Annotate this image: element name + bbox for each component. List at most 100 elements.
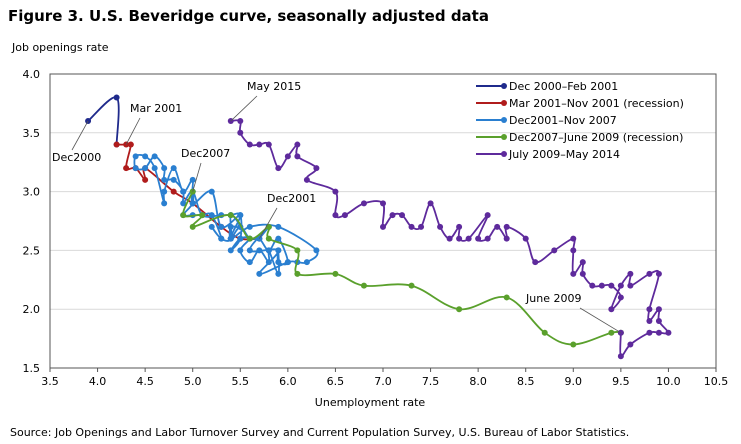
data-point — [161, 176, 168, 183]
data-point — [418, 223, 425, 230]
annotation-leader — [71, 120, 89, 151]
data-point — [579, 259, 586, 266]
data-point — [161, 165, 168, 172]
data-point — [284, 259, 291, 266]
x-tick-label: 4.0 — [89, 375, 107, 388]
annotation-leader — [125, 117, 141, 145]
data-point — [646, 270, 653, 277]
annotation-leader — [258, 207, 278, 239]
data-point — [256, 141, 263, 148]
x-tick-label: 10.5 — [704, 375, 729, 388]
axes: 1.5 2.0 2.5 3.0 3.5 4.0 3.5 4.0 4.5 5.0 5.5 6.0 6.5 7… — [23, 68, 729, 388]
series-group — [85, 94, 672, 360]
data-point — [237, 118, 244, 125]
data-point — [579, 270, 586, 277]
data-point — [127, 141, 134, 148]
x-axis-label: Unemployment rate — [315, 396, 426, 409]
data-point — [380, 200, 386, 207]
data-point — [123, 165, 130, 172]
data-point — [303, 259, 310, 266]
data-point — [246, 235, 253, 242]
data-point — [465, 235, 472, 242]
data-point — [256, 270, 263, 277]
data-point — [275, 259, 282, 266]
data-point — [456, 235, 463, 242]
annotation-label: Dec2001 — [267, 192, 316, 205]
data-point — [294, 247, 301, 254]
legend-label: Mar 2001–Nov 2001 (recession) — [509, 97, 684, 110]
data-point — [617, 353, 624, 360]
data-point — [227, 212, 234, 219]
legend-entry: Dec 2000–Feb 2001 — [476, 80, 618, 93]
x-tick-label: 7.0 — [374, 375, 392, 388]
data-point — [237, 247, 244, 254]
x-tick-label: 6.0 — [279, 375, 297, 388]
data-point — [646, 306, 653, 313]
data-point — [189, 223, 196, 230]
y-tick-label: 3.0 — [23, 186, 41, 199]
legend-entry: Dec2001–Nov 2007 — [476, 114, 617, 127]
data-point — [246, 141, 253, 148]
data-point — [503, 223, 510, 230]
data-point — [646, 317, 653, 324]
data-point — [399, 212, 406, 219]
legend-label: Dec2001–Nov 2007 — [509, 114, 617, 127]
legend-marker — [501, 100, 507, 106]
data-point — [570, 235, 577, 242]
data-point — [617, 294, 624, 301]
data-point — [665, 329, 672, 336]
data-point — [608, 282, 615, 289]
data-point — [199, 212, 206, 219]
chart-title: Figure 3. U.S. Beveridge curve, seasonal… — [8, 7, 489, 25]
annotation-label: May 2015 — [247, 80, 301, 93]
data-point — [189, 176, 196, 183]
data-point — [275, 247, 282, 254]
data-point — [265, 247, 272, 254]
annotation-label: Mar 2001 — [130, 102, 182, 115]
data-point — [655, 306, 662, 313]
data-point — [237, 129, 244, 136]
data-point — [627, 282, 634, 289]
data-point — [180, 212, 187, 219]
data-point — [189, 200, 196, 207]
data-point — [655, 329, 662, 336]
x-tick-label: 5.5 — [232, 375, 250, 388]
data-point — [646, 329, 653, 336]
x-tick-label: 9.0 — [565, 375, 583, 388]
data-point — [170, 176, 177, 183]
data-point — [237, 235, 244, 242]
data-point — [132, 165, 139, 172]
data-point — [208, 212, 215, 219]
data-point — [456, 223, 463, 230]
data-point — [303, 176, 310, 183]
data-point — [237, 212, 244, 219]
y-tick-label: 3.5 — [23, 127, 41, 140]
data-point — [161, 188, 168, 195]
data-point — [265, 141, 272, 148]
data-point — [456, 306, 463, 313]
data-point — [265, 223, 272, 230]
data-point — [522, 235, 529, 242]
data-point — [332, 188, 339, 195]
data-point — [113, 94, 120, 101]
data-point — [494, 223, 501, 230]
data-point — [570, 270, 577, 277]
data-point — [570, 247, 577, 254]
data-point — [132, 153, 139, 160]
data-point — [170, 188, 177, 195]
data-point — [227, 247, 234, 254]
data-point — [389, 212, 396, 219]
data-point — [503, 235, 510, 242]
annotation-label: Dec2007 — [181, 147, 230, 160]
legend-entry: Dec2007–June 2009 (recession) — [476, 131, 683, 144]
data-point — [275, 165, 282, 172]
data-point — [142, 176, 149, 183]
data-point — [294, 141, 301, 148]
data-point — [218, 223, 225, 230]
data-point — [275, 235, 282, 242]
y-tick-label: 4.0 — [23, 68, 41, 81]
data-point — [142, 153, 149, 160]
data-point — [180, 188, 187, 195]
data-point — [246, 223, 253, 230]
x-tick-label: 8.0 — [469, 375, 487, 388]
